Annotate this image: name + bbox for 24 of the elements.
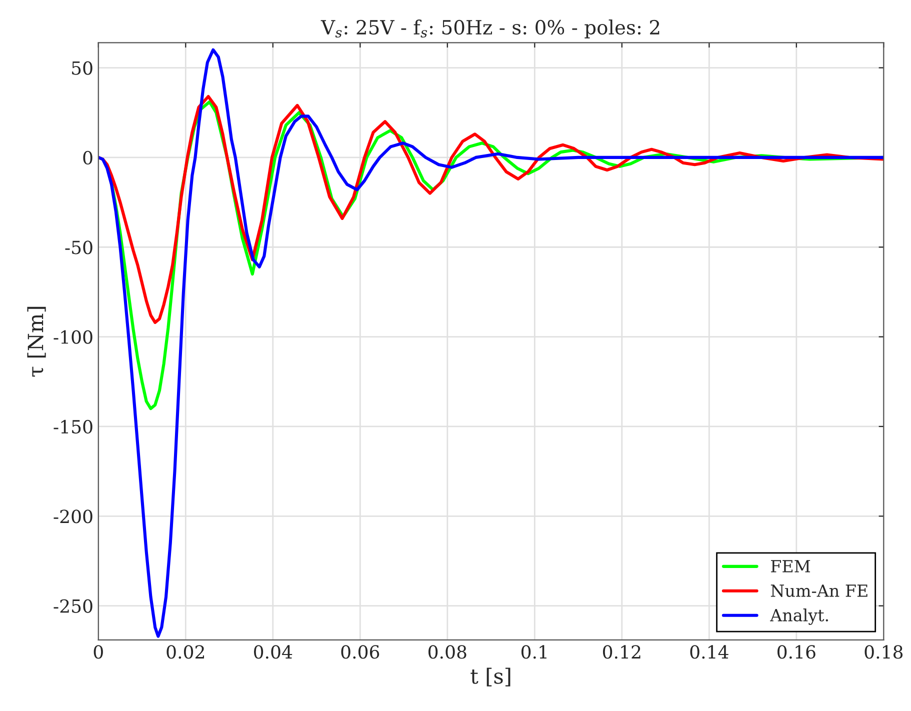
x-tick-label: 0.16: [778, 645, 816, 659]
x-tick-label: 0: [94, 645, 103, 659]
legend-label: Analyt.: [770, 608, 828, 625]
y-tick-label: -150: [54, 420, 92, 434]
x-tick-label: 0.14: [690, 645, 728, 659]
y-tick-label: -50: [65, 240, 92, 254]
legend-label: FEM: [771, 560, 810, 572]
x-tick-label: 0.02: [166, 645, 204, 659]
y-tick-label: 0: [83, 150, 92, 165]
y-tick-label: -100: [54, 330, 92, 344]
x-tick-label: 0.12: [603, 645, 640, 659]
x-tick-label: 0.06: [341, 645, 380, 659]
y-tick-label: -250: [54, 599, 92, 613]
x-tick-label: 0.18: [864, 645, 903, 659]
y-tick-label: -200: [54, 510, 92, 524]
x-tick-label: 0.1: [521, 645, 546, 659]
legend-label: Num-An FE: [770, 584, 868, 597]
x-tick-label: 0.04: [254, 645, 292, 659]
x-tick-label: 0.08: [428, 645, 466, 659]
y-tick-label: 50: [72, 61, 92, 75]
y-axis-title: τ [Nm]: [27, 306, 46, 377]
chart-title: V$_{s}$: 25V - f$_{s}$: 50Hz - s: 0% - poles: 2: [320, 20, 660, 38]
line-series: [98, 48, 884, 638]
x-axis-title: t [s]: [470, 668, 510, 686]
